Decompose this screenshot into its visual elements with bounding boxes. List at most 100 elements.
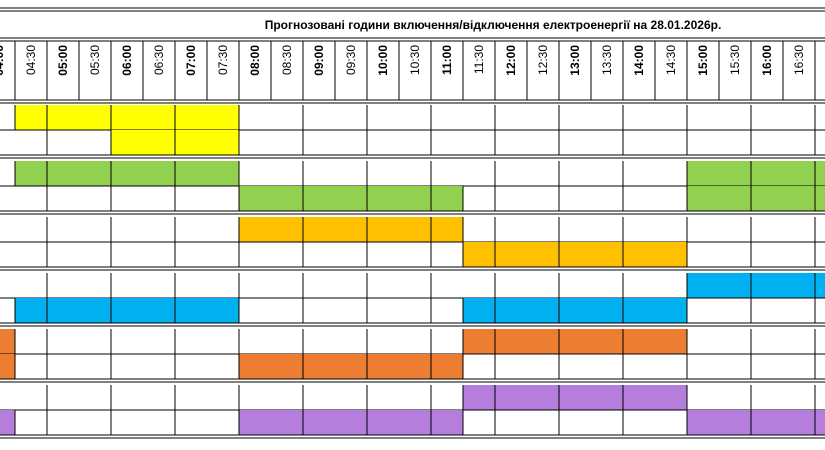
outage-cell	[559, 242, 591, 267]
outage-cell	[623, 298, 655, 323]
outage-cell	[335, 186, 367, 211]
outage-cell	[495, 242, 527, 267]
outage-cell	[335, 217, 367, 242]
outage-cell	[399, 354, 431, 379]
time-label: 13:30	[600, 45, 614, 75]
outage-cell	[15, 298, 47, 323]
outage-cell	[175, 298, 207, 323]
outage-cell	[623, 385, 655, 410]
outage-cell	[399, 217, 431, 242]
outage-cell	[463, 242, 495, 267]
outage-cell	[815, 161, 825, 186]
outage-cell	[719, 186, 751, 211]
time-label: 09:00	[312, 45, 326, 76]
time-label: 11:30	[472, 45, 486, 74]
outage-cell	[719, 273, 751, 298]
outage-cell	[175, 161, 207, 186]
outage-cell	[559, 385, 591, 410]
outage-cell	[591, 242, 623, 267]
outage-cell	[0, 354, 15, 379]
outage-cell	[591, 385, 623, 410]
outage-cell	[527, 329, 559, 354]
outage-cell	[207, 161, 239, 186]
outage-cell	[815, 273, 825, 298]
outage-cell	[719, 410, 751, 435]
outage-cell	[655, 298, 687, 323]
outage-cell	[143, 105, 175, 130]
outage-cell	[111, 105, 143, 130]
outage-cell	[751, 410, 783, 435]
outage-cell	[207, 105, 239, 130]
outage-cell	[143, 161, 175, 186]
outage-cell	[655, 242, 687, 267]
outage-cell	[335, 354, 367, 379]
time-label: 05:00	[56, 45, 70, 76]
outage-cell	[815, 410, 825, 435]
outage-cell	[655, 329, 687, 354]
outage-cell	[783, 410, 815, 435]
outage-cell	[47, 298, 79, 323]
time-label: 07:00	[184, 45, 198, 76]
outage-cell	[239, 410, 271, 435]
outage-cell	[591, 329, 623, 354]
outage-cell	[431, 186, 463, 211]
outage-cell	[751, 161, 783, 186]
time-label: 14:00	[632, 45, 646, 76]
outage-cell	[303, 410, 335, 435]
outage-cell	[239, 354, 271, 379]
outage-cell	[399, 410, 431, 435]
outage-cell	[815, 186, 825, 211]
outage-cell	[239, 186, 271, 211]
time-label: 06:00	[120, 45, 134, 76]
outage-cell	[463, 329, 495, 354]
outage-cell	[143, 130, 175, 155]
outage-cell	[271, 410, 303, 435]
outage-cell	[15, 105, 47, 130]
time-label: 15:00	[696, 45, 710, 76]
time-label: 04:00	[0, 45, 6, 76]
time-label: 11:00	[440, 45, 454, 75]
outage-cell	[751, 186, 783, 211]
outage-cell	[47, 161, 79, 186]
outage-cell	[431, 410, 463, 435]
outage-cell	[79, 298, 111, 323]
time-label: 12:30	[536, 45, 550, 75]
outage-cell	[271, 217, 303, 242]
outage-cell	[527, 242, 559, 267]
outage-cell	[303, 186, 335, 211]
outage-cell	[111, 298, 143, 323]
outage-cell	[303, 354, 335, 379]
outage-cell	[431, 217, 463, 242]
outage-cell	[495, 298, 527, 323]
time-label: 14:30	[664, 45, 678, 75]
outage-cell	[239, 217, 271, 242]
time-label: 04:30	[24, 45, 38, 75]
outage-cell	[495, 329, 527, 354]
outage-cell	[559, 298, 591, 323]
outage-cell	[335, 410, 367, 435]
outage-cell	[79, 161, 111, 186]
outage-cell	[591, 298, 623, 323]
time-label: 15:30	[728, 45, 742, 75]
time-label: 12:00	[504, 45, 518, 76]
outage-cell	[367, 217, 399, 242]
time-label: 10:30	[408, 45, 422, 75]
outage-cell	[655, 385, 687, 410]
outage-cell	[207, 298, 239, 323]
outage-cell	[367, 354, 399, 379]
outage-cell	[527, 385, 559, 410]
outage-cell	[719, 161, 751, 186]
outage-cell	[175, 105, 207, 130]
outage-cell	[367, 410, 399, 435]
outage-cell	[687, 161, 719, 186]
outage-cell	[175, 130, 207, 155]
outage-cell	[367, 186, 399, 211]
time-label: 08:30	[280, 45, 294, 75]
outage-cell	[271, 186, 303, 211]
time-label: 08:00	[248, 45, 262, 76]
outage-cell	[463, 298, 495, 323]
time-label: 16:30	[792, 45, 806, 75]
outage-cell	[79, 105, 111, 130]
outage-cell	[111, 161, 143, 186]
outage-cell	[559, 329, 591, 354]
